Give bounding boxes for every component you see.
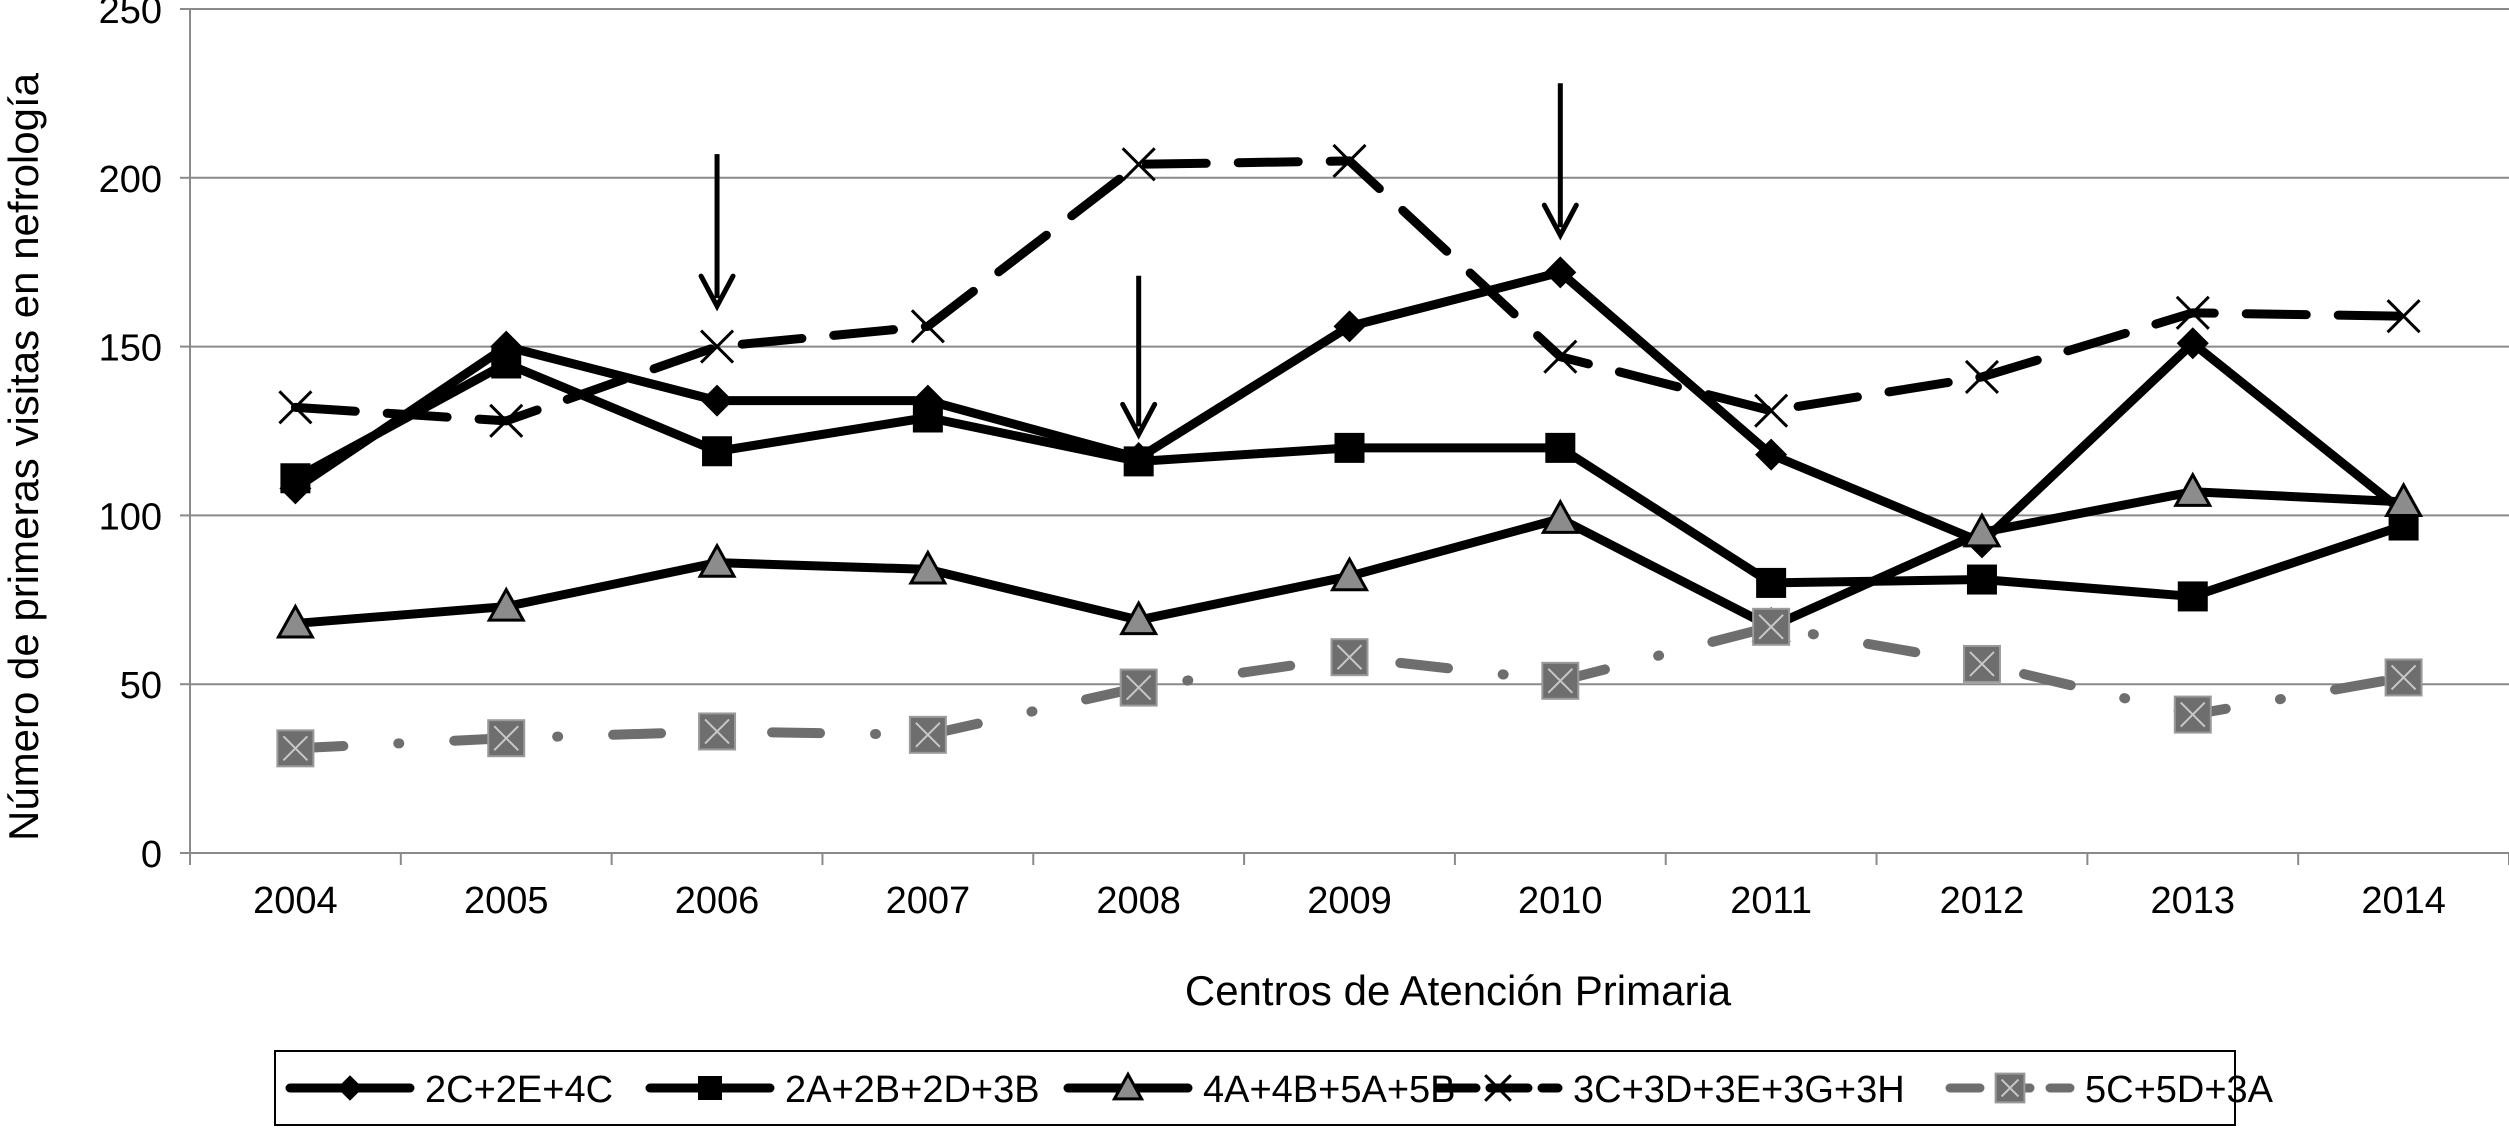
legend-item: 4A+4B+5A+5B xyxy=(1063,1069,1456,1111)
legend-label: 4A+4B+5A+5B xyxy=(1203,1069,1456,1111)
legend-item: 2C+2E+4C xyxy=(285,1069,613,1111)
series-5 xyxy=(276,607,2423,768)
axes xyxy=(180,8,2509,865)
diamond-marker xyxy=(1333,310,1366,343)
x-marker xyxy=(2386,299,2421,334)
x-axis-title: Centros de Atención Primaria xyxy=(1185,967,1732,1014)
square-marker xyxy=(1123,446,1154,477)
x-marker xyxy=(2175,295,2210,330)
diamond-marker xyxy=(701,384,734,417)
x-tick-label: 2010 xyxy=(1518,880,1603,922)
square-x-marker xyxy=(1962,644,2001,683)
square-marker xyxy=(1966,564,1997,595)
x-marker xyxy=(910,309,945,344)
y-tick-label: 150 xyxy=(99,328,162,370)
gridlines xyxy=(190,8,2509,686)
square-marker xyxy=(491,348,522,379)
triangle-marker xyxy=(486,586,526,622)
series-4 xyxy=(278,143,2421,438)
series-2 xyxy=(280,348,2419,612)
square-marker xyxy=(912,402,943,433)
x-marker xyxy=(1121,147,1156,182)
triangle-marker xyxy=(1962,512,2002,548)
legend-item: 5C+5D+3A xyxy=(1945,1069,2274,1111)
arrow-annotation xyxy=(1120,275,1158,440)
square-x-marker xyxy=(1752,607,1791,646)
square-marker xyxy=(1334,432,1365,463)
y-axis-title: Número de primeras visitas en nefrología xyxy=(0,72,47,841)
annotations xyxy=(698,83,1579,440)
triangle-marker xyxy=(697,542,737,578)
legend-box xyxy=(274,1050,2236,1126)
x-marker xyxy=(1484,1074,1512,1102)
legend: 2C+2E+4C 2A+2B+2D+3B 4A+4B+5A+5B 3C+3D+3E+3… xyxy=(274,1050,2274,1126)
square-x-marker xyxy=(2384,658,2423,697)
triangle-marker xyxy=(1329,556,1370,592)
triangle-marker xyxy=(275,603,315,639)
x-marker xyxy=(1964,359,2000,395)
y-tick-label: 250 xyxy=(99,0,162,32)
square-x-marker xyxy=(1330,638,1369,677)
x-marker xyxy=(489,403,524,438)
axis-labels: Centros de Atención Primaria Número de p… xyxy=(0,0,2446,1014)
arrow-annotation xyxy=(1541,83,1579,241)
legend-label: 2A+2B+2D+3B xyxy=(785,1069,1040,1111)
x-tick-label: 2009 xyxy=(1307,880,1392,922)
y-tick-label: 100 xyxy=(99,496,162,538)
square-x-marker xyxy=(908,715,947,754)
x-marker xyxy=(278,390,313,425)
square-x-marker xyxy=(1994,1072,2026,1104)
legend-label: 5C+5D+3A xyxy=(2085,1069,2274,1111)
triangle-marker xyxy=(908,549,948,585)
series-3 xyxy=(275,471,2424,642)
square-marker xyxy=(1545,432,1576,463)
x-tick-label: 2007 xyxy=(886,880,971,922)
square-x-marker xyxy=(276,729,315,768)
series-line xyxy=(290,156,2409,426)
square-marker xyxy=(280,463,311,494)
square-x-marker xyxy=(1119,668,1158,707)
x-marker xyxy=(699,329,735,364)
triangle-marker xyxy=(1111,1071,1145,1101)
legend-item: 2A+2B+2D+3B xyxy=(645,1069,1040,1111)
y-tick-label: 50 xyxy=(120,665,162,707)
series-group xyxy=(275,143,2424,768)
x-tick-label: 2008 xyxy=(1096,880,1181,922)
square-marker xyxy=(1756,567,1787,598)
x-tick-label: 2011 xyxy=(1730,880,1812,922)
x-tick-label: 2005 xyxy=(464,880,549,922)
x-marker xyxy=(1543,339,1578,374)
x-tick-label: 2012 xyxy=(1940,880,2025,922)
square-x-marker xyxy=(2173,695,2212,734)
x-tick-label: 2004 xyxy=(253,880,338,922)
x-marker xyxy=(1754,393,1789,428)
triangle-marker xyxy=(2384,481,2424,517)
square-marker xyxy=(2177,581,2208,612)
diamond-marker xyxy=(2176,327,2209,360)
diamond-marker xyxy=(1544,256,1577,289)
y-tick-label: 200 xyxy=(99,159,162,201)
triangle-marker xyxy=(1119,599,1159,636)
diamond-marker xyxy=(1755,438,1788,471)
diamond-marker xyxy=(337,1075,363,1101)
square-x-marker xyxy=(698,712,737,751)
x-tick-label: 2014 xyxy=(2361,880,2446,922)
square-marker xyxy=(698,1076,722,1100)
arrow-annotation xyxy=(698,154,736,312)
legend-label: 3C+3D+3E+3G+3H xyxy=(1573,1069,1905,1111)
x-tick-label: 2006 xyxy=(675,880,760,922)
legend-item: 3C+3D+3E+3G+3H xyxy=(1433,1069,1905,1111)
square-x-marker xyxy=(487,719,526,758)
square-x-marker xyxy=(1541,661,1580,700)
triangle-marker xyxy=(1540,498,1580,534)
x-marker xyxy=(1332,143,1367,178)
x-tick-label: 2013 xyxy=(2150,880,2235,922)
y-tick-label: 0 xyxy=(141,834,162,876)
legend-label: 2C+2E+4C xyxy=(425,1069,613,1111)
square-marker xyxy=(702,436,733,467)
triangle-marker xyxy=(2173,471,2213,507)
